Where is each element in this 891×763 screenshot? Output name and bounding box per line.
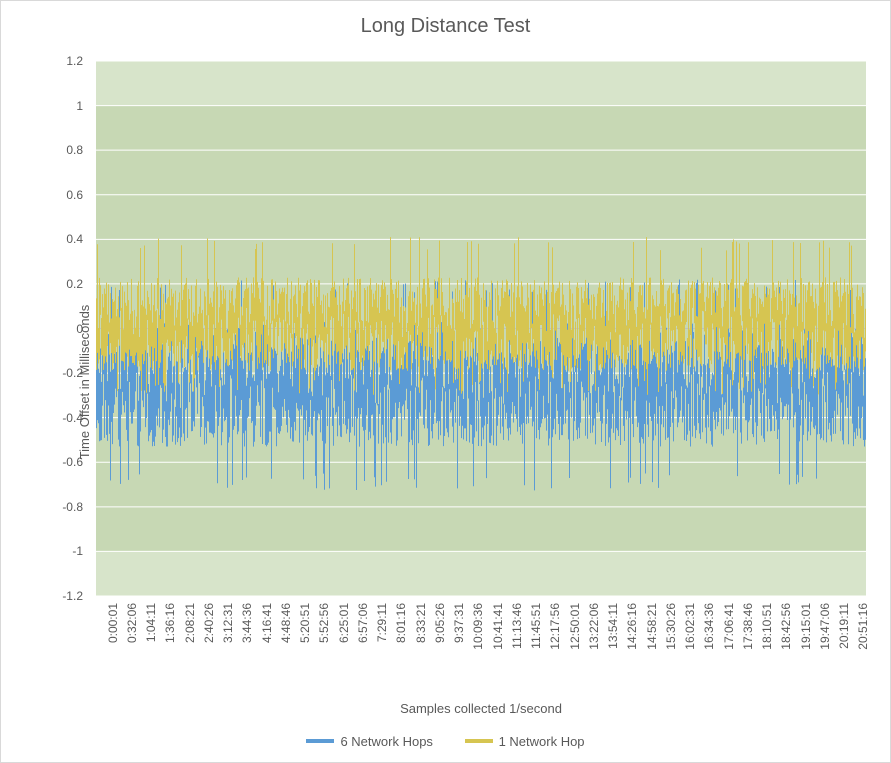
- y-tick-label: -0.6: [62, 455, 83, 469]
- x-tick-label: 4:16:41: [260, 603, 274, 643]
- legend-swatch-1-hop: [465, 739, 493, 743]
- x-axis-ticks: 0:00:01 0:32:06 1:04:11 1:36:16 2:08:21 2:40:…: [96, 601, 866, 696]
- x-tick-label: 18:42:56: [779, 603, 793, 650]
- x-tick-label: 0:00:01: [106, 603, 120, 643]
- x-tick-label: 8:33:21: [414, 603, 428, 643]
- x-tick-label: 2:08:21: [183, 603, 197, 643]
- x-tick-label: 17:38:46: [741, 603, 755, 650]
- y-tick-label: 0.6: [66, 188, 83, 202]
- x-tick-label: 8:01:16: [394, 603, 408, 643]
- x-tick-label: 10:09:36: [471, 603, 485, 650]
- x-tick-label: 19:15:01: [799, 603, 813, 650]
- x-tick-label: 18:10:51: [760, 603, 774, 650]
- legend-label-1-hop: 1 Network Hop: [499, 734, 585, 749]
- x-tick-label: 12:17:56: [548, 603, 562, 650]
- x-tick-label: 9:37:31: [452, 603, 466, 643]
- x-tick-label: 17:06:41: [722, 603, 736, 650]
- x-tick-label: 5:20:51: [298, 603, 312, 643]
- y-tick-label: 0.8: [66, 143, 83, 157]
- y-tick-label: -1: [72, 544, 83, 558]
- x-tick-label: 14:58:21: [645, 603, 659, 650]
- x-tick-label: 3:12:31: [221, 603, 235, 643]
- x-tick-label: 2:40:26: [202, 603, 216, 643]
- x-tick-label: 16:34:36: [702, 603, 716, 650]
- x-tick-label: 14:26:16: [625, 603, 639, 650]
- x-axis-label: Samples collected 1/second: [96, 701, 866, 716]
- x-tick-label: 1:04:11: [144, 603, 158, 642]
- y-tick-label: -1.2: [62, 589, 83, 603]
- x-tick-label: 11:13:46: [510, 603, 524, 649]
- x-tick-label: 5:52:56: [317, 603, 331, 643]
- legend-label-6-hops: 6 Network Hops: [340, 734, 432, 749]
- plot-svg: [96, 61, 866, 596]
- y-tick-label: -0.2: [62, 366, 83, 380]
- x-tick-label: 10:41:41: [491, 603, 505, 650]
- y-tick-label: -0.4: [62, 411, 83, 425]
- x-tick-label: 15:30:26: [664, 603, 678, 650]
- x-tick-label: 16:02:31: [683, 603, 697, 650]
- x-tick-label: 20:51:16: [856, 603, 870, 650]
- y-tick-label: 1.2: [66, 54, 83, 68]
- y-tick-label: 1: [76, 99, 83, 113]
- x-tick-label: 6:57:06: [356, 603, 370, 643]
- x-tick-label: 3:44:36: [240, 603, 254, 643]
- legend-item-1-hop: 1 Network Hop: [465, 734, 585, 749]
- x-tick-label: 0:32:06: [125, 603, 139, 643]
- x-tick-label: 19:47:06: [818, 603, 832, 650]
- legend-item-6-hops: 6 Network Hops: [306, 734, 432, 749]
- x-tick-label: 1:36:16: [163, 603, 177, 643]
- y-tick-label: 0: [76, 322, 83, 336]
- y-tick-label: 0.4: [66, 232, 83, 246]
- chart-container: Long Distance Test Time Offset in Millis…: [0, 0, 891, 763]
- x-tick-label: 13:22:06: [587, 603, 601, 650]
- x-tick-label: 20:19:11: [837, 603, 851, 649]
- x-tick-label: 6:25:01: [337, 603, 351, 643]
- y-tick-label: -0.8: [62, 500, 83, 514]
- x-tick-label: 7:29:11: [375, 603, 389, 642]
- x-tick-label: 4:48:46: [279, 603, 293, 643]
- legend: 6 Network Hops 1 Network Hop: [1, 731, 890, 749]
- plot-area: [96, 61, 866, 596]
- x-tick-label: 11:45:51: [529, 603, 543, 649]
- x-tick-label: 9:05:26: [433, 603, 447, 643]
- x-tick-label: 13:54:11: [606, 603, 620, 649]
- y-axis-ticks: -1.2-1-0.8-0.6-0.4-0.200.20.40.60.811.2: [1, 61, 91, 596]
- chart-title: Long Distance Test: [1, 15, 890, 38]
- y-tick-label: 0.2: [66, 277, 83, 291]
- x-tick-label: 12:50:01: [568, 603, 582, 650]
- legend-swatch-6-hops: [306, 739, 334, 743]
